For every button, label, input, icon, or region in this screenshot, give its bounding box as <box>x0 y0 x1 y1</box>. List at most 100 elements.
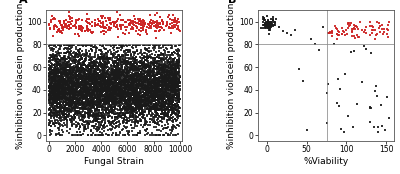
Point <box>109 89 115 91</box>
Point <box>168 44 174 46</box>
Point <box>117 70 123 73</box>
Point <box>64 63 70 66</box>
Point <box>99 69 106 72</box>
Point <box>82 68 89 71</box>
Point <box>86 79 92 82</box>
Point <box>130 95 137 98</box>
Point <box>100 91 107 94</box>
Point <box>62 91 68 94</box>
Point <box>150 81 156 84</box>
Point <box>58 120 64 123</box>
Point <box>102 82 109 85</box>
Point <box>139 116 145 118</box>
Point <box>98 62 104 65</box>
Point <box>76 95 82 97</box>
Point <box>104 52 110 55</box>
Point <box>113 70 120 73</box>
Point <box>122 134 128 137</box>
Point <box>52 113 59 116</box>
Point <box>126 44 133 46</box>
Point <box>126 110 133 113</box>
Point <box>84 92 91 95</box>
Point <box>384 28 390 31</box>
Point <box>176 93 182 96</box>
Point <box>74 32 81 35</box>
Point <box>169 102 176 105</box>
Point <box>147 56 154 59</box>
Point <box>95 120 102 123</box>
Point <box>130 60 136 62</box>
Point <box>148 62 155 65</box>
Point <box>50 58 56 61</box>
Point <box>145 81 152 84</box>
Point <box>54 26 60 29</box>
Point <box>55 52 61 55</box>
Point <box>127 64 134 67</box>
Point <box>148 56 154 58</box>
Point <box>131 93 137 96</box>
Point <box>153 105 159 108</box>
Point <box>118 75 124 78</box>
Point <box>116 58 122 60</box>
Point <box>117 100 123 103</box>
Point <box>99 104 105 107</box>
Point <box>136 84 142 86</box>
Point <box>123 71 130 74</box>
Point <box>80 94 86 97</box>
Point <box>112 75 118 78</box>
Point <box>70 78 76 81</box>
Point <box>55 126 61 129</box>
Point <box>104 76 110 79</box>
Point <box>150 81 156 84</box>
Point <box>61 69 68 72</box>
Point <box>176 98 182 101</box>
Point <box>63 98 70 101</box>
Point <box>63 112 70 115</box>
Point <box>144 98 150 101</box>
Point <box>88 94 94 97</box>
Point <box>82 89 88 92</box>
Point <box>141 75 148 78</box>
Point <box>85 100 91 103</box>
Point <box>174 73 180 76</box>
Point <box>141 105 147 108</box>
Point <box>120 84 127 87</box>
Point <box>154 114 160 117</box>
Point <box>75 91 81 94</box>
Point <box>156 45 162 48</box>
Point <box>108 51 114 53</box>
Point <box>81 81 87 83</box>
Point <box>160 48 167 51</box>
Point <box>91 117 97 120</box>
Point <box>132 61 138 64</box>
Point <box>93 123 100 126</box>
Point <box>157 94 163 97</box>
Point <box>100 25 106 28</box>
Point <box>59 97 65 100</box>
Point <box>73 74 79 77</box>
Point <box>78 66 84 69</box>
Point <box>72 67 78 70</box>
Point <box>168 72 174 74</box>
Point <box>91 60 97 63</box>
Point <box>128 124 134 126</box>
Point <box>140 80 146 82</box>
Point <box>90 91 97 94</box>
Point <box>147 91 154 94</box>
Point <box>337 128 344 131</box>
Point <box>150 87 156 90</box>
Point <box>136 73 142 76</box>
Point <box>168 61 174 64</box>
Point <box>134 26 140 29</box>
Point <box>146 84 153 87</box>
Point <box>152 84 158 87</box>
Point <box>155 66 162 69</box>
Point <box>263 21 269 24</box>
Point <box>109 83 115 86</box>
Point <box>153 77 159 80</box>
Point <box>116 70 122 73</box>
Point <box>120 92 126 95</box>
Point <box>73 46 80 48</box>
Point <box>81 53 88 55</box>
Point <box>81 90 88 93</box>
